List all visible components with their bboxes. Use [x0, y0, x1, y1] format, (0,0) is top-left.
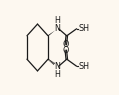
Text: SH: SH: [79, 24, 90, 33]
Text: O: O: [63, 40, 69, 49]
Text: N: N: [54, 24, 60, 33]
Text: O: O: [63, 46, 69, 55]
Text: SH: SH: [79, 62, 90, 71]
Polygon shape: [48, 30, 55, 36]
Text: N: N: [54, 62, 60, 71]
Text: H: H: [54, 16, 60, 25]
Text: H: H: [54, 70, 60, 79]
